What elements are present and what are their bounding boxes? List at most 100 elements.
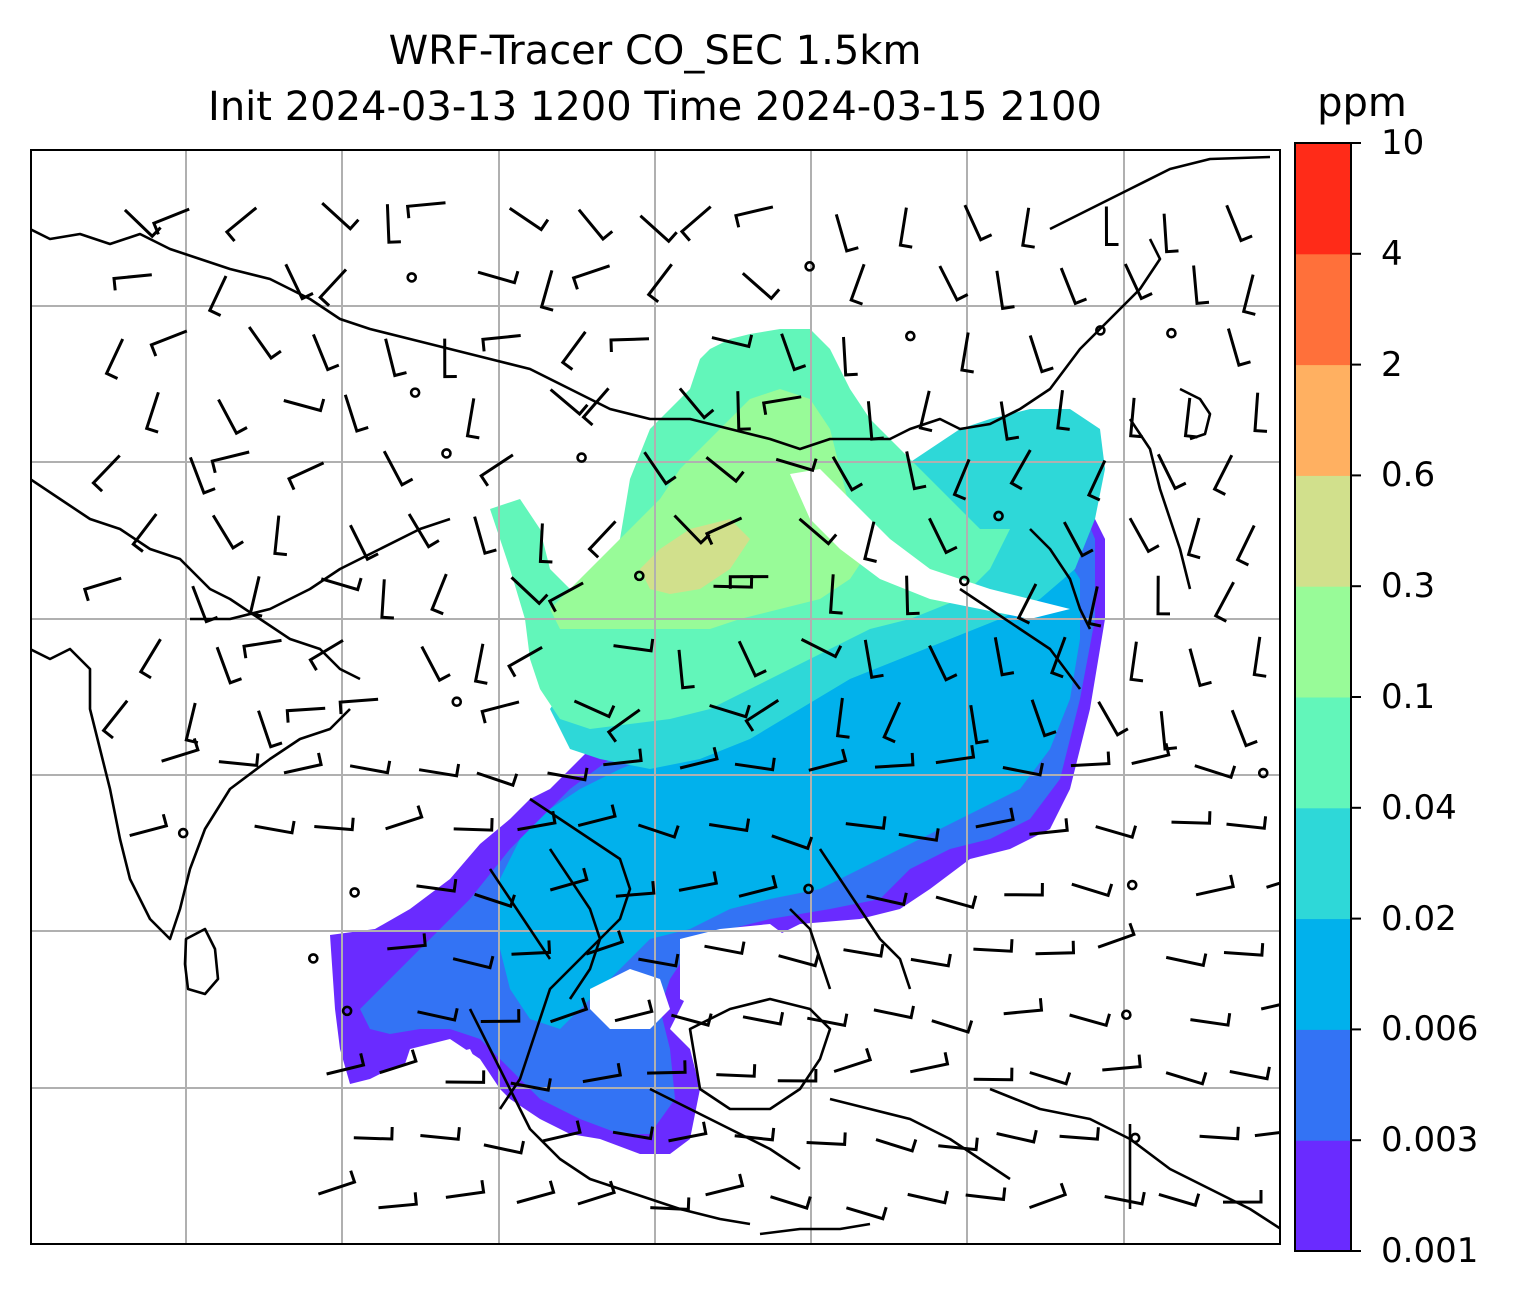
wind-barb xyxy=(1253,392,1268,433)
wind-barb xyxy=(606,708,641,743)
wind-barb xyxy=(928,517,958,555)
wind-barb xyxy=(603,748,643,767)
wind-barb xyxy=(704,941,746,956)
wind-barb xyxy=(1102,1054,1142,1072)
wind-barb xyxy=(931,1019,974,1034)
wind-barb xyxy=(420,645,451,683)
wind-barb xyxy=(215,646,243,685)
wind-barb xyxy=(224,206,258,243)
wind-barb xyxy=(254,820,296,835)
wind-barb xyxy=(905,451,927,491)
wind-barb xyxy=(849,263,866,306)
wind-barb xyxy=(308,639,344,671)
wind-barb xyxy=(349,524,379,562)
wind-barb xyxy=(560,330,587,371)
plume-level-0.1 xyxy=(550,389,870,629)
wind-barb xyxy=(452,955,495,970)
wind-barb xyxy=(151,207,190,235)
colorbar-swatch xyxy=(1295,143,1351,255)
wind-barb xyxy=(938,265,969,302)
wind-barb xyxy=(1097,922,1136,949)
wind-barb xyxy=(338,697,379,715)
wind-barb xyxy=(650,1197,691,1211)
wind-barb xyxy=(91,454,121,493)
wind-barb xyxy=(1229,1066,1271,1081)
map-frame xyxy=(30,149,1281,1245)
figure-title-line2: Init 2024-03-13 1200 Time 2024-03-15 210… xyxy=(208,84,1102,130)
wind-barb xyxy=(907,1190,949,1205)
wind-barb xyxy=(737,640,767,678)
wind-barb xyxy=(704,516,743,546)
wind-barb xyxy=(1129,397,1143,439)
wind-barb xyxy=(312,333,340,372)
colorbar xyxy=(1294,142,1361,1252)
wind-barb xyxy=(1069,1013,1111,1028)
colorbar-tick-label: 0.006 xyxy=(1381,1009,1479,1050)
wind-barb xyxy=(898,207,913,249)
calm-wind-marker xyxy=(451,696,463,708)
calm-wind-marker xyxy=(1166,327,1177,339)
colorbar-swatch xyxy=(1295,253,1351,366)
wind-barb xyxy=(1226,816,1268,830)
wind-barb xyxy=(829,574,843,615)
colorbar-swatch xyxy=(1295,475,1351,587)
wind-barb xyxy=(613,638,655,653)
wind-barb xyxy=(842,336,858,377)
wind-barb xyxy=(1213,581,1235,623)
wind-barb xyxy=(577,804,617,828)
wind-barb xyxy=(1070,751,1111,768)
wind-barb xyxy=(973,1067,1014,1082)
wind-barb xyxy=(952,458,971,501)
wind-barb xyxy=(1009,449,1032,491)
wind-barb xyxy=(1059,267,1088,306)
wind-barb xyxy=(609,337,650,353)
calm-wind-marker xyxy=(406,272,418,283)
wind-barb xyxy=(321,201,360,231)
wind-barb xyxy=(1104,1191,1146,1206)
wind-barb xyxy=(550,997,589,1024)
colorbar-tick-label: 2 xyxy=(1381,344,1403,385)
wind-barb xyxy=(928,644,958,682)
wind-barb xyxy=(873,1005,915,1020)
wind-barb xyxy=(257,710,283,749)
wind-barb xyxy=(101,699,129,740)
wind-barb xyxy=(679,746,719,770)
wind-barb xyxy=(1230,709,1258,748)
colorbar-swatch xyxy=(1295,918,1351,1030)
wind-barb xyxy=(1021,207,1035,249)
wind-barb xyxy=(353,1126,394,1141)
wind-barb xyxy=(1165,953,1208,968)
figure-title-line1: WRF-Tracer CO_SEC 1.5km xyxy=(388,28,922,74)
wind-barb xyxy=(480,700,520,724)
wind-barb xyxy=(382,450,414,487)
wind-barb xyxy=(549,388,589,417)
wind-barb xyxy=(1029,818,1069,836)
wind-barb xyxy=(918,390,933,433)
wind-barb xyxy=(405,201,446,219)
wind-barb xyxy=(326,1053,366,1076)
wind-barb xyxy=(1028,335,1054,374)
wind-barb xyxy=(547,767,589,782)
wind-barb xyxy=(993,637,1015,677)
wind-barb xyxy=(898,828,940,842)
wind-barb xyxy=(1194,764,1237,780)
wind-barb xyxy=(112,273,152,291)
wind-barb xyxy=(387,933,427,951)
wind-barb xyxy=(1049,636,1067,679)
colorbar-swatch xyxy=(1295,586,1351,698)
wind-barb xyxy=(615,880,656,898)
wind-barb xyxy=(273,515,288,557)
wind-barb xyxy=(517,810,557,832)
wind-barb xyxy=(1071,882,1114,898)
calm-wind-marker xyxy=(576,452,587,463)
calm-wind-marker xyxy=(1126,879,1138,891)
wind-barb xyxy=(211,514,244,550)
wind-barb xyxy=(935,895,978,910)
wind-barb xyxy=(960,332,974,374)
wind-barb xyxy=(417,1007,459,1022)
colorbar-swatch xyxy=(1295,364,1351,476)
wind-barb xyxy=(910,953,952,968)
wind-barb xyxy=(82,576,122,602)
wind-barb xyxy=(473,516,497,556)
map-panel xyxy=(30,149,1281,1245)
